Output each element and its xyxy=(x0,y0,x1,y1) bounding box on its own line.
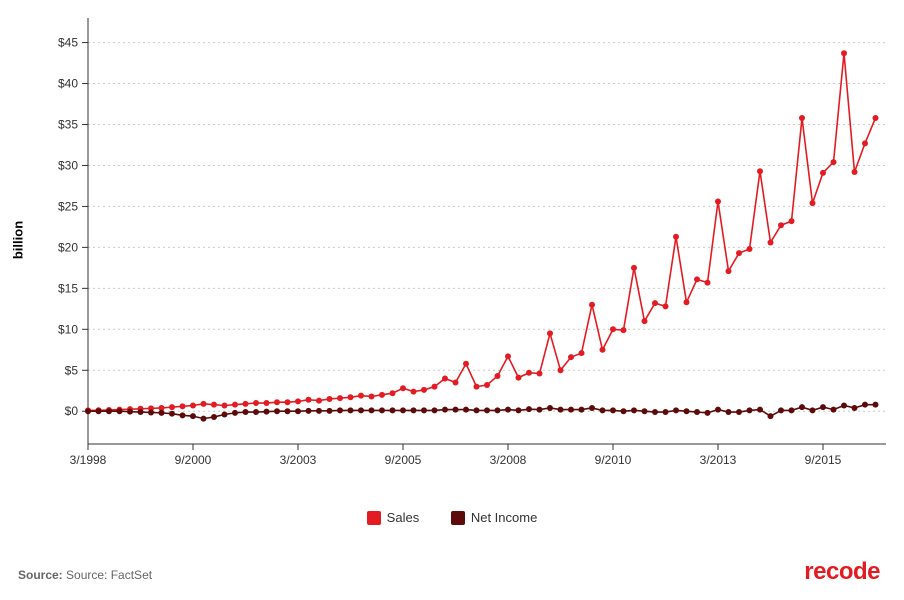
legend-swatch xyxy=(367,511,381,525)
svg-text:3/2003: 3/2003 xyxy=(280,453,317,467)
legend: Sales Net Income xyxy=(0,510,904,528)
y-axis-label: billion xyxy=(11,221,26,259)
legend-item: Sales xyxy=(367,510,420,525)
line-chart: $0 $5 $10 $15 $20 $25 $30 $35 $40 $45 3/1998 9/2000… xyxy=(0,0,904,470)
legend-label: Sales xyxy=(387,510,420,525)
svg-text:$20: $20 xyxy=(58,240,78,254)
svg-text:$35: $35 xyxy=(58,118,78,132)
brand-logo: recode xyxy=(804,558,880,586)
source-label: Source: xyxy=(18,568,63,582)
svg-text:9/2005: 9/2005 xyxy=(385,453,422,467)
svg-text:3/1998: 3/1998 xyxy=(70,453,107,467)
svg-text:9/2000: 9/2000 xyxy=(175,453,212,467)
svg-text:$45: $45 xyxy=(58,36,78,50)
svg-text:$40: $40 xyxy=(58,77,78,91)
svg-text:9/2010: 9/2010 xyxy=(595,453,632,467)
svg-text:$30: $30 xyxy=(58,158,78,172)
svg-text:3/2008: 3/2008 xyxy=(490,453,527,467)
legend-swatch xyxy=(451,511,465,525)
svg-text:9/2015: 9/2015 xyxy=(805,453,842,467)
svg-text:$10: $10 xyxy=(58,322,78,336)
svg-text:$25: $25 xyxy=(58,199,78,213)
svg-text:3/2013: 3/2013 xyxy=(700,453,737,467)
svg-text:$15: $15 xyxy=(58,281,78,295)
svg-text:$0: $0 xyxy=(65,404,79,418)
legend-label: Net Income xyxy=(471,510,537,525)
svg-text:$5: $5 xyxy=(65,363,79,377)
source-text: Source: FactSet xyxy=(66,568,152,582)
legend-item: Net Income xyxy=(451,510,537,525)
source-line: Source: Source: FactSet xyxy=(18,568,152,582)
